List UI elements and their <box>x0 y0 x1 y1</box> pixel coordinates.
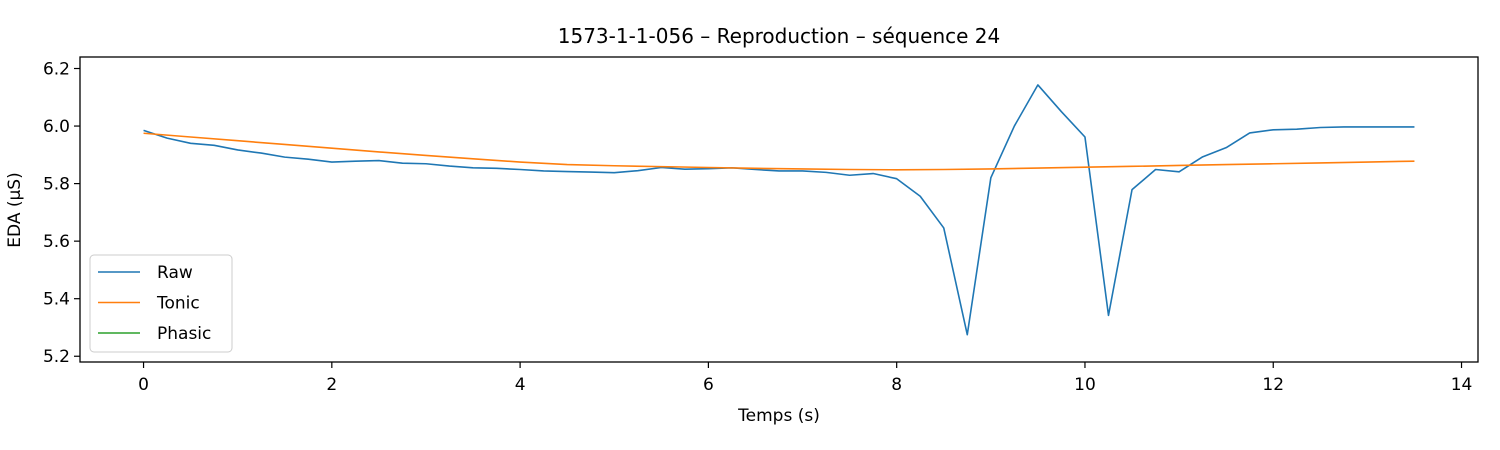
y-axis: 5.2 5.4 5.6 5.8 6.0 6.2 <box>43 60 80 367</box>
x-axis-title: Temps (s) <box>737 406 820 426</box>
y-tick-label: 6.2 <box>43 60 70 80</box>
y-tick-label: 5.4 <box>43 290 70 310</box>
legend-box <box>89 254 233 353</box>
x-axis: 0 2 4 6 8 10 12 14 <box>138 362 1472 395</box>
x-tick-label: 10 <box>1074 375 1096 395</box>
legend-label-tonic: Tonic <box>156 294 200 314</box>
x-tick-label: 0 <box>138 375 149 395</box>
legend: Raw Tonic Phasic <box>89 254 233 353</box>
legend-label-phasic: Phasic <box>157 324 211 344</box>
x-tick-label: 6 <box>703 375 714 395</box>
y-tick-label: 5.6 <box>43 232 70 252</box>
x-tick-label: 2 <box>326 375 337 395</box>
legend-label-raw: Raw <box>157 263 193 283</box>
plot-area <box>143 84 1415 336</box>
x-tick-label: 14 <box>1451 375 1473 395</box>
plot-frame <box>79 56 1479 363</box>
y-tick-label: 5.8 <box>43 175 70 195</box>
x-tick-label: 12 <box>1262 375 1284 395</box>
y-tick-label: 6.0 <box>43 117 70 137</box>
series-line-raw <box>143 84 1415 336</box>
chart-title: 1573-1-1-056 – Reproduction – séquence 2… <box>558 24 1000 48</box>
series-line-tonic <box>143 132 1415 171</box>
x-tick-label: 8 <box>891 375 902 395</box>
x-tick-label: 4 <box>515 375 526 395</box>
y-tick-label: 5.2 <box>43 347 70 367</box>
y-axis-title: EDA (µS) <box>5 172 25 247</box>
